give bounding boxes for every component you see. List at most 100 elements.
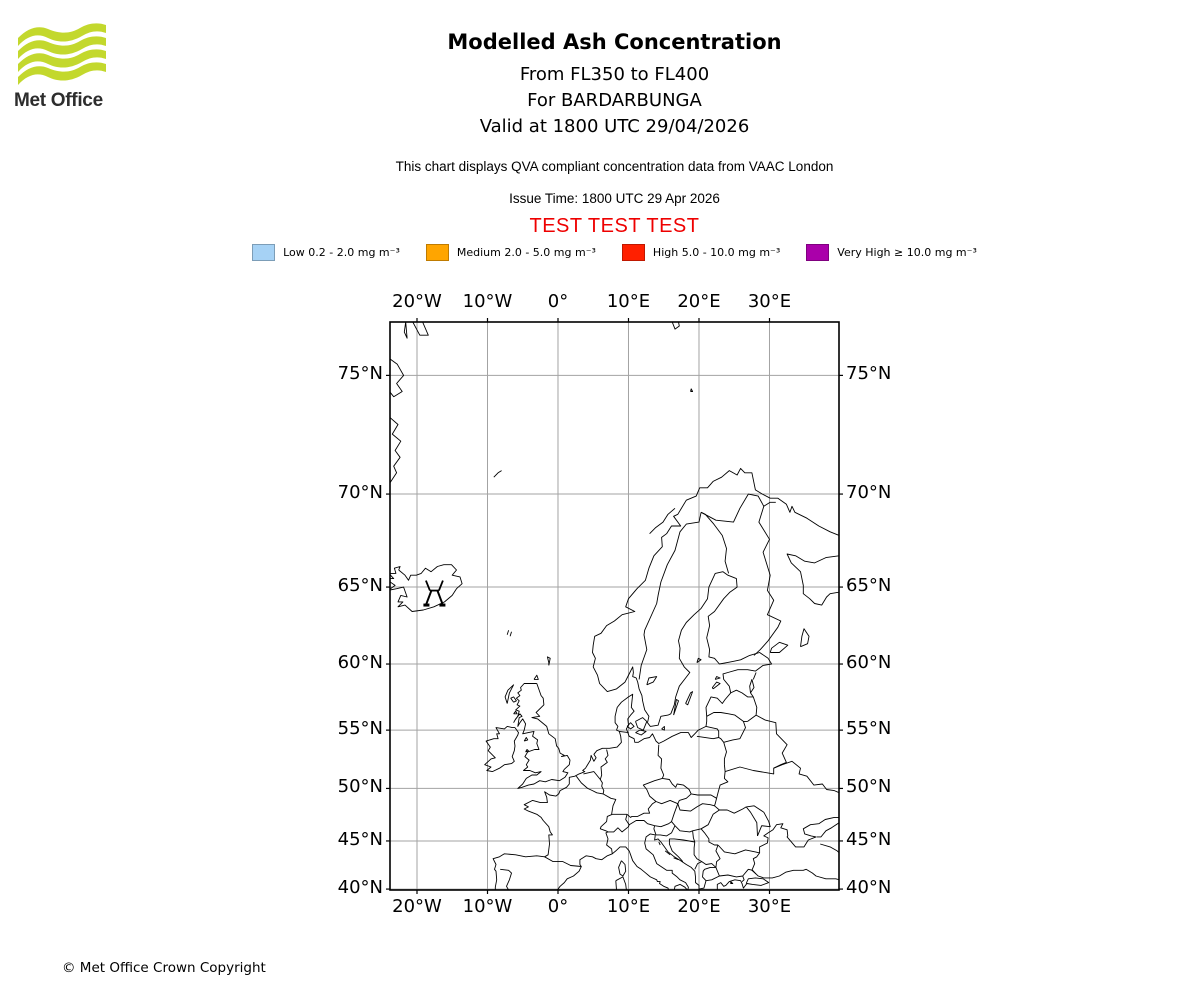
coastline-isle-of-man [523, 737, 529, 742]
coastline-sardinia [615, 876, 627, 890]
country-border [702, 866, 720, 882]
legend-item-0: Low 0.2 - 2.0 mg m⁻³ [252, 244, 400, 261]
coastline-bear-island [690, 388, 694, 392]
met-office-logo-text: Met Office [14, 90, 103, 111]
lat-label-left: 75°N [337, 363, 383, 385]
country-border [677, 803, 715, 812]
coastline-jan-mayen [493, 470, 502, 478]
test-banner: TEST TEST TEST [529, 215, 700, 237]
country-border [700, 493, 776, 523]
country-border [668, 838, 684, 862]
coastline-corsica [618, 860, 627, 877]
compliance-note: This chart displays QVA compliant concen… [395, 159, 834, 174]
country-border [619, 730, 629, 734]
valid-time-subtitle: Valid at 1800 UTC 29/04/2026 [479, 116, 750, 137]
country-border [723, 721, 746, 743]
coastline-shetland [546, 656, 551, 666]
country-border [626, 801, 657, 818]
coastline-great-britain [515, 683, 571, 789]
country-border [718, 737, 725, 743]
coastline-black-sea-west [751, 816, 839, 879]
country-border [599, 813, 630, 833]
coastline-orkney [533, 674, 539, 680]
country-border [662, 777, 692, 795]
lat-label-right: 55°N [846, 718, 892, 740]
lat-label-right: 75°N [846, 363, 892, 385]
lon-label-top: 10°E [606, 291, 651, 312]
country-border [723, 742, 727, 765]
coastline-lake-vanern [646, 676, 658, 686]
country-border [599, 749, 609, 780]
coastline-lake-onega [800, 628, 810, 648]
coastline-greenland-2 [412, 322, 429, 336]
coastline-outer-hebrides [504, 684, 515, 704]
country-border [575, 771, 605, 795]
lon-label-bottom: 10°W [462, 896, 513, 917]
country-border [698, 880, 707, 890]
country-border [745, 806, 758, 836]
coastline-turkey-north-coast [763, 868, 839, 881]
coastline-azov-east [816, 822, 839, 838]
logo-wave-band [18, 49, 106, 72]
page-title: Modelled Ash Concentration [447, 30, 782, 54]
country-border [724, 760, 839, 794]
country-border [753, 506, 782, 656]
logo-wave-band [18, 62, 106, 85]
volcano-marker [423, 580, 446, 607]
volcano-subtitle: For BARDARBUNGA [527, 90, 702, 111]
country-border [653, 825, 657, 836]
legend-swatch-icon [621, 244, 645, 261]
coastline-oland [673, 699, 679, 716]
country-border [755, 714, 788, 769]
lat-label-left: 45°N [337, 828, 383, 850]
coastline-bornholm [661, 725, 665, 731]
country-border [638, 512, 702, 680]
legend-swatch-icon [425, 244, 449, 261]
lon-label-top: 20°E [677, 291, 721, 312]
map-content [390, 322, 839, 890]
country-border [730, 689, 754, 698]
coastline-gotland [685, 691, 694, 706]
legend-item-1: Medium 2.0 - 5.0 mg m⁻³ [425, 244, 596, 261]
coastline-lofoten [649, 507, 676, 535]
country-border [752, 672, 757, 680]
coastline-saaremaa [711, 681, 721, 690]
volcano-glyph-stroke [436, 590, 444, 606]
coastline-croatia-island-1 [658, 841, 661, 846]
coastline-faroe-1 [509, 631, 512, 637]
coastline-aegean-marmara [716, 877, 770, 890]
map [386, 318, 843, 894]
coastline-aland [696, 657, 702, 663]
flight-levels-subtitle: From FL350 to FL400 [519, 64, 710, 85]
coastline-greenland-3 [390, 358, 405, 398]
coastline-mediterranean-coast [556, 846, 670, 890]
country-border [674, 805, 720, 833]
lat-label-right: 60°N [846, 652, 892, 674]
met-office-waves-icon [18, 23, 106, 85]
volcano-glyph-stroke [438, 580, 444, 591]
lat-label-right: 50°N [846, 776, 892, 798]
lon-label-top: 30°E [747, 291, 792, 312]
country-border [715, 844, 721, 868]
volcano-glyph-stroke [424, 590, 433, 606]
coastline-zealand [635, 717, 648, 731]
copyright: © Met Office Crown Copyright [62, 960, 266, 976]
logo-wave-band [18, 23, 106, 46]
country-border [716, 764, 729, 799]
legend: Low 0.2 - 2.0 mg m⁻³ Medium 2.0 - 5.0 mg … [0, 244, 1200, 261]
legend-label: Very High ≥ 10.0 mg m⁻³ [837, 246, 977, 259]
lon-label-bottom: 20°W [392, 896, 442, 917]
coastline-lolland [635, 729, 647, 736]
lat-label-left: 40°N [337, 877, 383, 899]
coastline-islay [513, 715, 519, 723]
country-border [642, 777, 663, 802]
coastline-hiiumaa [714, 676, 721, 680]
lat-label-left: 65°N [337, 575, 383, 597]
legend-label: Medium 2.0 - 5.0 mg m⁻³ [456, 246, 596, 259]
legend-swatch-icon [806, 244, 830, 261]
country-border [602, 793, 617, 815]
lat-label-right: 45°N [846, 828, 892, 850]
country-border [717, 844, 760, 855]
lon-label-top: 20°W [392, 291, 442, 312]
coastline-caucasus-coast [820, 843, 839, 854]
